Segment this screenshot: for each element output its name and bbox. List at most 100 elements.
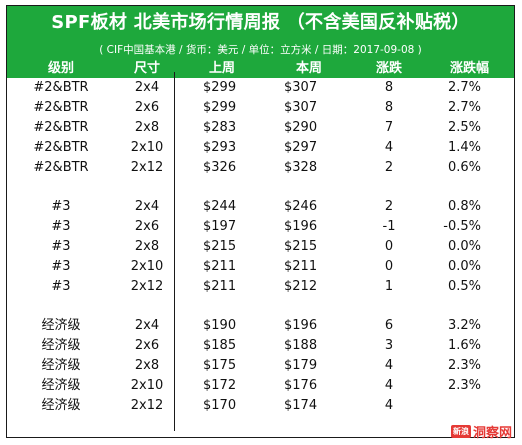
watermark-badge: 新浪 [450,425,471,438]
cell-change-pct: -0.5% [443,219,481,234]
cell-change: 0 [384,259,394,274]
table-body: #2&BTR 2x4 $299 $307 8 2.7% #2&BTR 2x6 $299 $307 8… [7,78,514,416]
cell-grade: #3 [51,239,71,254]
cell-grade: #3 [51,199,71,214]
cell-grade: 经济级 [41,398,81,413]
cell-size: 2x12 [130,279,164,294]
cell-change: 3 [384,338,394,353]
table-row: #3 2x10 $211 $211 0 0.0% [7,257,514,277]
table-row: #3 2x6 $197 $196 -1 -0.5% [7,217,514,237]
cell-change-pct: 2.7% [447,80,481,95]
cell-last-week: $211 [203,279,237,294]
cell-last-week: $211 [203,259,237,274]
cell-change: 0 [384,239,394,254]
cell-size: 2x10 [130,259,164,274]
cell-change-pct: 2.5% [447,120,481,135]
cell-this-week: $188 [284,338,318,353]
cell-this-week: $196 [284,219,318,234]
cell-change: 4 [384,398,394,413]
cell-change-pct: 0.0% [447,239,481,254]
cell-last-week: $175 [203,358,237,373]
col-header-size: 尺寸 [133,61,160,76]
table-row: #2&BTR 2x6 $299 $307 8 2.7% [7,98,514,118]
cell-size: 2x8 [134,358,160,373]
cell-size: 2x12 [130,160,164,175]
group-spacer [7,297,514,316]
cell-change: 2 [384,199,394,214]
cell-last-week: $172 [203,378,237,393]
cell-this-week: $297 [284,140,318,155]
table-row: #2&BTR 2x12 $326 $328 2 0.6% [7,158,514,178]
cell-grade: #2&BTR [33,80,89,95]
table-row: 经济级 2x4 $190 $196 6 3.2% [7,316,514,336]
cell-this-week: $179 [284,358,318,373]
cell-change-pct: 0.5% [447,279,481,294]
table-row: 经济级 2x8 $175 $179 4 2.3% [7,356,514,376]
col-header-last-week: 上周 [208,61,235,76]
cell-change-pct: 1.4% [447,140,481,155]
cell-this-week: $196 [284,318,318,333]
watermark-logo: 新浪 洞察网 [450,422,512,441]
cell-this-week: $246 [284,199,318,214]
cell-this-week: $174 [284,398,318,413]
cell-size: 2x4 [134,199,160,214]
col-header-this-week: 本周 [295,61,322,76]
cell-change-pct: 0.8% [447,199,481,214]
cell-last-week: $299 [203,80,237,95]
table-row: #3 2x8 $215 $215 0 0.0% [7,237,514,257]
report-subtitle: ( CIF中国基本港 / 货币：美元 / 单位：立方米 / 日期：2017-09… [7,40,514,60]
cell-last-week: $299 [203,100,237,115]
cell-last-week: $326 [203,160,237,175]
table-row: 经济级 2x10 $172 $176 4 2.3% [7,376,514,396]
cell-change-pct: 0.6% [447,160,481,175]
cell-change-pct [425,396,514,416]
cell-last-week: $283 [203,120,237,135]
cell-change-pct: 2.7% [447,100,481,115]
cell-change: 2 [384,160,394,175]
cell-last-week: $244 [203,199,237,214]
col-header-change: 涨跌 [375,61,402,76]
cell-grade: 经济级 [41,378,81,393]
cell-grade: #3 [51,279,71,294]
cell-size: 2x4 [134,318,160,333]
cell-this-week: $328 [284,160,318,175]
cell-last-week: $185 [203,338,237,353]
col-header-grade: 级别 [47,61,74,76]
cell-change: 4 [384,140,394,155]
cell-this-week: $215 [284,239,318,254]
cell-size: 2x10 [130,378,164,393]
cell-size: 2x12 [130,398,164,413]
table-row: 经济级 2x6 $185 $188 3 1.6% [7,336,514,356]
cell-size: 2x8 [134,120,160,135]
cell-change-pct: 2.3% [447,358,481,373]
cell-size: 2x6 [134,219,160,234]
cell-change-pct: 0.0% [447,259,481,274]
table-row: #3 2x4 $244 $246 2 0.8% [7,197,514,217]
col-header-change-pct: 涨跌幅 [449,61,489,76]
table-header-row: 级别 尺寸 上周 本周 涨跌 涨跌幅 [7,60,514,78]
cell-change: 8 [384,100,394,115]
cell-grade: 经济级 [41,358,81,373]
cell-size: 2x6 [134,100,160,115]
cell-grade: #2&BTR [33,160,89,175]
cell-change: -1 [382,219,396,234]
cell-change: 8 [384,80,394,95]
cell-change: 4 [384,358,394,373]
cell-change-pct: 1.6% [447,338,481,353]
cell-grade: #3 [51,259,71,274]
cell-size: 2x8 [134,239,160,254]
table-row: 经济级 2x12 $170 $174 4 [7,396,514,416]
cell-change: 7 [384,120,394,135]
cell-last-week: $215 [203,239,237,254]
price-report-sheet: SPF板材 北美市场行情周报 （不含美国反补贴税） ( CIF中国基本港 / 货… [6,5,515,438]
cell-last-week: $293 [203,140,237,155]
cell-this-week: $176 [284,378,318,393]
table-row: #2&BTR 2x8 $283 $290 7 2.5% [7,118,514,138]
table-row: #2&BTR 2x4 $299 $307 8 2.7% [7,78,514,98]
cell-last-week: $190 [203,318,237,333]
cell-this-week: $290 [284,120,318,135]
cell-size: 2x4 [134,80,160,95]
cell-size: 2x6 [134,338,160,353]
column-divider [174,72,175,431]
cell-last-week: $170 [203,398,237,413]
